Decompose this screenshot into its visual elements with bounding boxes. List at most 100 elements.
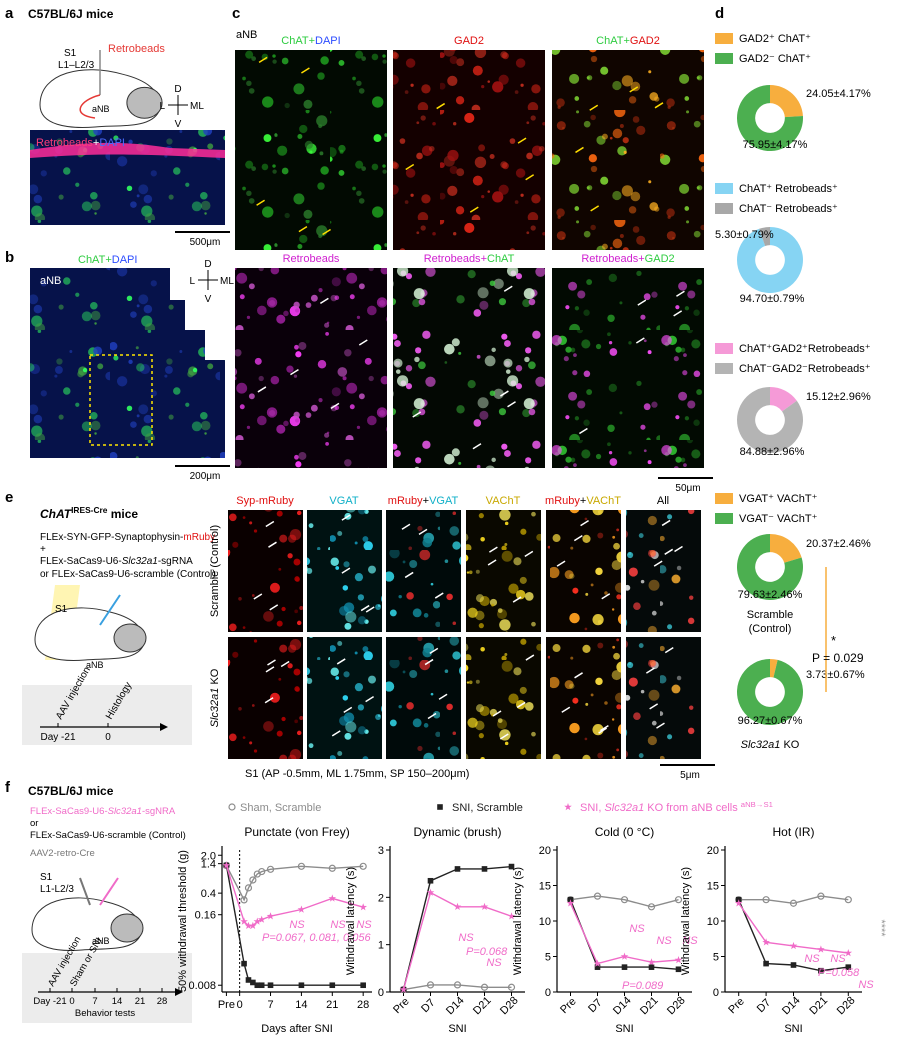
annotation: NS (486, 957, 502, 969)
cerebellum (113, 623, 147, 653)
label: ChAT+DAPI (78, 254, 137, 266)
projection (79, 94, 101, 119)
label: aNB (92, 936, 110, 946)
label: GAD2 (454, 35, 484, 47)
legend-entry: SNI, Scramble (452, 802, 523, 814)
axis-title: Withdrawal latency (s) (512, 867, 524, 975)
marker (674, 896, 683, 904)
axis-title: Withdrawal latency (s) (345, 867, 357, 975)
series-line (403, 984, 512, 991)
arrow (434, 592, 444, 599)
label-part: VAChT (586, 495, 621, 507)
label-part: Slc32a1 (209, 688, 221, 728)
label: mRuby+VGAT (388, 495, 459, 507)
arrow (590, 205, 600, 212)
label-part: GAD2 (630, 35, 660, 47)
arrow (365, 695, 375, 703)
marker (593, 892, 602, 900)
y-tick-label: 0 (545, 987, 551, 999)
legend-swatch (715, 363, 733, 374)
arrow (645, 667, 655, 674)
value-label: 75.95±4.17% (743, 139, 808, 151)
arrow (561, 706, 571, 713)
marker (674, 956, 683, 964)
marker (250, 979, 256, 986)
arrow (343, 706, 353, 713)
x-tick-label: 21 (326, 999, 338, 1011)
label-part: Scramble (747, 609, 793, 621)
x-tick-label: 7 (267, 999, 273, 1011)
label-part: + (623, 35, 629, 47)
injection (79, 877, 91, 906)
marker (481, 866, 488, 872)
label-part: KO (780, 739, 799, 751)
micrograph (546, 637, 621, 759)
y-tick-label: 20 (707, 845, 719, 857)
marker (507, 983, 516, 991)
arrow (319, 297, 329, 305)
label: ChAT+DAPI (281, 35, 340, 47)
label-part: Retrobeads (36, 137, 93, 149)
label-part: + (423, 495, 429, 507)
label: Retrobeads (283, 253, 340, 265)
label: FLEx-SYN-GFP-Synaptophysin-mRuby (40, 532, 215, 543)
marker (648, 964, 655, 970)
marker (620, 952, 629, 960)
label: 28 (157, 996, 168, 1007)
marker (426, 981, 435, 989)
arrow (267, 659, 276, 666)
label: Slc32a1 KO (209, 668, 221, 727)
label: 21 (135, 996, 146, 1007)
micrograph (235, 268, 387, 468)
label: FLEx-SaCas9-U6-scramble (Control) (30, 830, 186, 841)
label-part: SNI, (580, 802, 604, 814)
value-label: 24.05±4.17% (806, 88, 871, 100)
x-tick-label: Pre (218, 999, 235, 1011)
marker (240, 917, 248, 925)
label: D (174, 84, 181, 95)
marker (244, 884, 253, 892)
y-tick-label: 10 (539, 916, 551, 928)
marker (258, 982, 265, 989)
label: aNB (40, 275, 61, 287)
label-part: Syp-mRuby (236, 495, 294, 507)
x-tick-label: D14 (780, 994, 803, 1017)
y-tick-label: 0.16 (195, 910, 216, 922)
marker (426, 888, 435, 896)
marker (245, 977, 252, 983)
marker (508, 863, 515, 870)
label-part: ChAT (596, 35, 624, 47)
pie-slice (770, 85, 803, 118)
arrow (472, 443, 482, 450)
marker (734, 899, 743, 907)
marker (360, 982, 366, 989)
marker (222, 861, 231, 869)
retrobeads-signal (30, 142, 225, 158)
arrow (649, 703, 659, 710)
panel-label: f (5, 779, 11, 796)
cerebellum (126, 86, 163, 119)
y-tick-label: 5 (545, 952, 551, 964)
arrow (525, 174, 535, 181)
legend-swatch (715, 343, 733, 354)
label-part: + (93, 137, 99, 149)
marker (844, 949, 853, 957)
marker (249, 921, 257, 929)
chart-title: Dynamic (brush) (413, 825, 501, 839)
marker (266, 912, 275, 920)
label-part: KO (209, 668, 221, 687)
marker (437, 804, 443, 810)
timeline-box (22, 685, 192, 745)
label: Scramble (747, 609, 793, 621)
pie-slice (770, 387, 797, 412)
arrow (676, 290, 685, 297)
x-tick-label: D14 (444, 994, 467, 1017)
axis-title: SNI (615, 1023, 633, 1035)
annotation: NS (682, 935, 698, 947)
label-part: -sgNRA (142, 806, 176, 817)
marker (453, 902, 462, 910)
marker (453, 981, 462, 989)
label: All (657, 495, 669, 507)
arrow (492, 710, 502, 717)
annotation: P=0.058 (818, 967, 860, 979)
